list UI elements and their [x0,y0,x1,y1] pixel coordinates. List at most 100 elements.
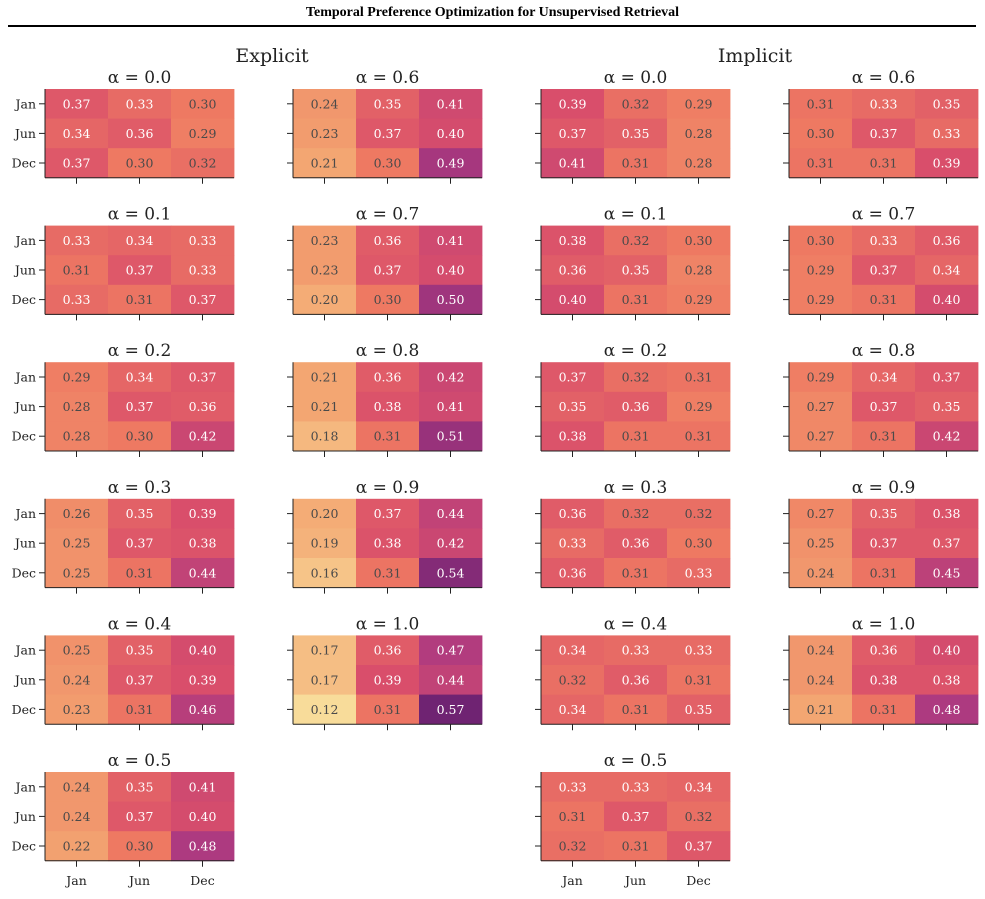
heatmap-cell [419,528,483,559]
heatmap-cell [356,421,420,452]
heatmap-cell [541,284,605,315]
heatmap-cell [915,225,979,256]
cell-value-label: 0.31 [870,156,898,171]
title-rule [8,25,976,27]
cell-value-label: 0.24 [807,643,835,658]
heatmap-cell [293,225,357,256]
heatmap-cell [789,148,853,179]
x-tick-label: Jan [64,873,87,888]
cell-value-label: 0.31 [807,96,835,111]
cell-value-label: 0.37 [63,156,91,171]
heatmap-cell [667,284,731,315]
cell-value-label: 0.31 [126,565,154,580]
cell-value-label: 0.31 [622,565,650,580]
cell-value-label: 0.31 [807,156,835,171]
cell-value-label: 0.37 [126,672,154,687]
heatmap-cell [604,665,668,695]
panel-title: α = 0.7 [356,205,420,225]
heatmap-cell [45,284,109,315]
heatmap-cell [171,635,235,666]
heatmap-cell [915,635,979,666]
heatmap-cell [667,148,731,179]
cell-value-label: 0.41 [437,399,465,414]
heatmap-cell [171,148,235,179]
cell-value-label: 0.32 [622,370,650,385]
heatmap-cell [852,528,916,559]
y-tick-label: Jan [13,233,36,248]
cell-value-label: 0.37 [126,399,154,414]
heatmap-cell [852,694,916,725]
heatmap-panel: α = 0.1 0.33 0.34 0.33 0.31 0.37 0.33 0.33 0.31 0… [12,205,235,321]
cell-value-label: 0.36 [870,643,898,658]
cell-value-label: 0.34 [933,263,961,278]
heatmap-cell [789,528,853,559]
heatmap-cell [419,498,483,529]
heatmap-cell [604,255,668,286]
cell-value-label: 0.33 [63,292,91,307]
heatmap-cell [45,801,109,832]
heatmap-cell [604,772,668,802]
cell-value-label: 0.27 [807,399,835,414]
heatmap-panel: α = 0.4 0.25 0.35 0.40 0.24 0.37 0.39 0.23 0.31 0… [12,614,235,731]
heatmap-cell [108,148,172,179]
heatmap-cell [45,118,109,149]
heatmap-cell [356,255,420,286]
heatmap-cell [356,284,420,315]
heatmap-cell [108,831,172,862]
heatmap-cell [541,665,605,695]
cell-value-label: 0.45 [933,565,961,580]
panel-title: α = 0.2 [604,341,668,361]
cell-value-label: 0.32 [685,506,713,521]
y-tick-label: Jun [13,399,36,414]
heatmap-cell [171,391,235,422]
cell-value-label: 0.33 [685,643,713,658]
cell-value-label: 0.35 [126,643,154,658]
cell-value-label: 0.37 [189,292,217,307]
heatmap-cell [789,362,853,393]
x-tick-label: Jun [623,873,646,888]
heatmap-cell [293,665,357,695]
heatmap-cell [852,225,916,256]
cell-value-label: 0.44 [189,565,217,580]
heatmap-cell [604,148,668,179]
heatmap-cell [171,558,235,588]
cell-value-label: 0.23 [311,126,339,141]
panel-title: α = 0.5 [604,751,668,771]
cell-value-label: 0.21 [311,156,339,171]
panel-title: α = 0.8 [852,341,916,361]
heatmap-cell [108,225,172,256]
cell-value-label: 0.32 [622,96,650,111]
heatmap-cell [604,421,668,452]
heatmap-cell [789,255,853,286]
cell-value-label: 0.36 [559,263,587,278]
heatmap-cell [852,421,916,452]
heatmap-cell [789,558,853,588]
cell-value-label: 0.35 [126,779,154,794]
cell-value-label: 0.35 [622,263,650,278]
cell-value-label: 0.33 [126,96,154,111]
heatmap-cell [293,558,357,588]
cell-value-label: 0.18 [311,429,339,444]
heatmap-cell [915,665,979,695]
panel-title: α = 1.0 [356,614,420,634]
heatmap-cell [356,694,420,725]
cell-value-label: 0.38 [870,672,898,687]
heatmap-cell [108,801,172,832]
panel-title: α = 0.3 [604,478,668,498]
heatmap-cell [852,148,916,179]
cell-value-label: 0.31 [685,672,713,687]
panel-title: α = 0.9 [356,478,420,498]
heatmap-cell [419,665,483,695]
cell-value-label: 0.31 [374,702,402,717]
heatmap-cell [419,635,483,666]
heatmap-cell [108,694,172,725]
heatmap-cell [667,498,731,529]
panel-title: α = 0.1 [604,205,668,225]
heatmap-cell [789,665,853,695]
heatmap-cell [419,89,483,119]
cell-value-label: 0.12 [311,702,339,717]
heatmap-panel: α = 0.5 0.33 0.33 0.34 0.31 0.37 0.32 0.32 0.31 0… [535,751,731,888]
cell-value-label: 0.34 [559,702,587,717]
heatmap-cell [293,498,357,529]
heatmap-cell [293,694,357,725]
